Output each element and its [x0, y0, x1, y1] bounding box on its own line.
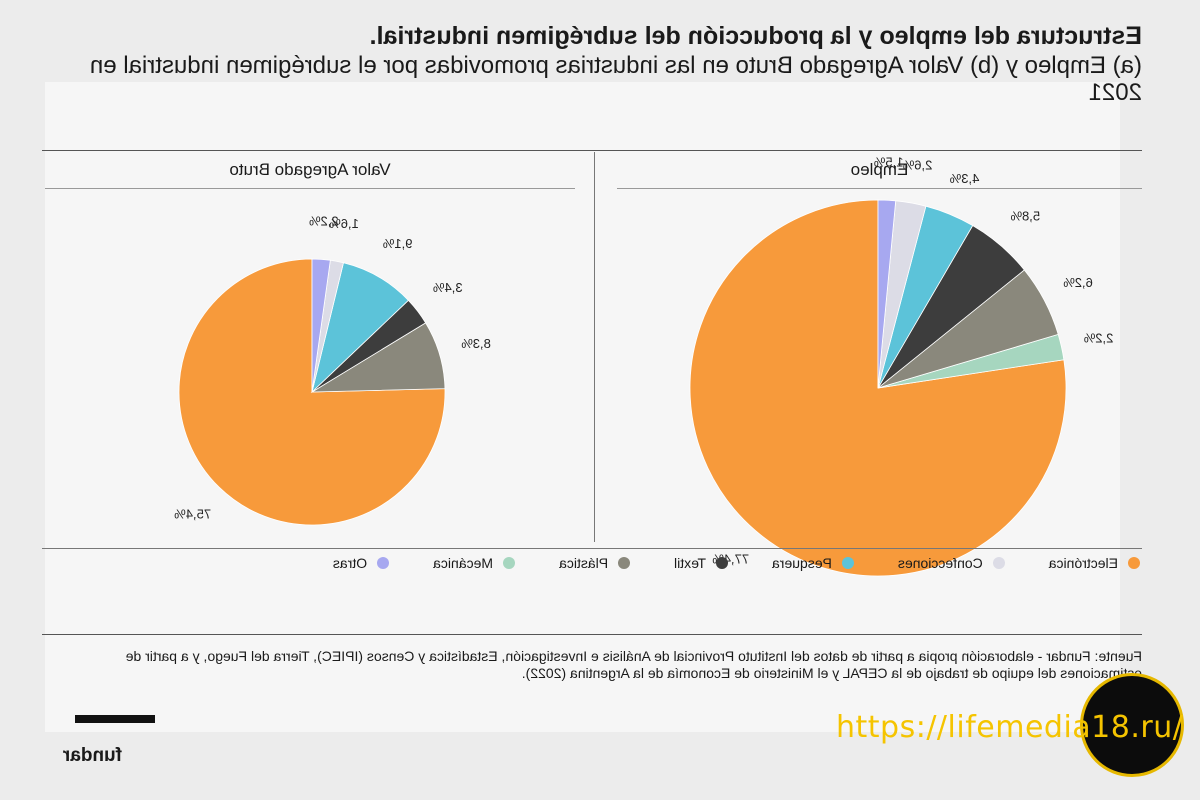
legend-item: Electrónica: [1049, 552, 1140, 574]
data-label: 2,6%: [902, 157, 932, 172]
legend-swatch: [377, 557, 390, 569]
data-label: 6,2%: [1063, 275, 1093, 290]
data-label: 5,8%: [1010, 209, 1040, 224]
brand-logo: fundar: [62, 745, 122, 766]
data-label: 4,3%: [949, 171, 979, 186]
data-label: 3,4%: [433, 280, 463, 295]
legend-label: Mecánica: [433, 555, 494, 571]
legend-bottom-rule: [42, 634, 1142, 635]
data-label: 2,2%: [309, 213, 339, 228]
legend-item: Confecciones: [898, 552, 1005, 574]
legend-swatch: [618, 557, 631, 569]
legend-label: Otras: [332, 555, 368, 571]
legend-swatch: [715, 557, 728, 569]
legend-item: Mecánica: [433, 552, 516, 574]
pie-slice-otras: [311, 258, 331, 393]
data-label: 2,2%: [1083, 331, 1113, 346]
watermark-badge: [1080, 673, 1184, 777]
footer-bar: [75, 715, 155, 723]
source-note: Fuente: Fundar - elaboración propia a pa…: [125, 648, 1142, 681]
legend-item: Pesquera: [772, 552, 854, 574]
legend-swatch: [503, 557, 516, 569]
legend-label: Plástica: [559, 555, 609, 571]
legend-item: Textil: [674, 552, 728, 574]
legend-swatch: [1128, 557, 1140, 569]
legend-label: Confecciones: [897, 555, 983, 571]
legend-swatch: [992, 557, 1005, 569]
legend: Electrónica Confecciones Pesquera Textil Plá…: [40, 552, 1140, 574]
data-label: 1,6%: [329, 216, 359, 231]
legend-item: Otras: [332, 552, 390, 574]
legend-swatch: [841, 557, 854, 569]
legend-label: Textil: [674, 555, 706, 571]
data-label: 75,4%: [174, 506, 211, 521]
legend-label: Electrónica: [1048, 555, 1118, 571]
legend-top-rule: [42, 548, 1142, 549]
data-label: 9,1%: [382, 236, 412, 251]
legend-label: Pesquera: [771, 555, 832, 571]
pie-slice-otras: [877, 199, 897, 389]
data-label: 8,3%: [461, 336, 491, 351]
watermark-url: https://lifemedia18.ru/: [836, 710, 1184, 745]
data-label: 1,5%: [873, 154, 903, 169]
legend-item: Plástica: [559, 552, 631, 574]
